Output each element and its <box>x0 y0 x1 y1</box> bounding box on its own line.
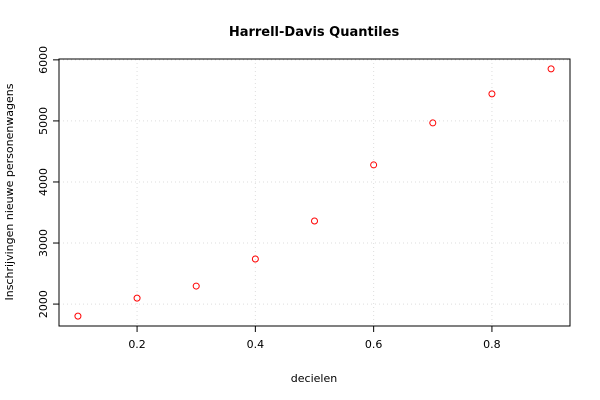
y-tick-label: 2000 <box>37 290 50 318</box>
point <box>547 65 555 73</box>
x-axis-label: decielen <box>291 372 337 385</box>
point <box>74 312 82 320</box>
y-tick-label: 4000 <box>37 168 50 196</box>
y-tick-label: 5000 <box>37 107 50 135</box>
y-tick-label: 3000 <box>37 229 50 257</box>
point <box>251 255 259 263</box>
point <box>133 294 141 302</box>
y-axis-label: Inschrijvingen nieuwe personenwagens <box>3 83 16 300</box>
point <box>429 119 437 127</box>
x-tick-label: 0.8 <box>483 338 501 351</box>
point <box>192 282 200 290</box>
plot-frame <box>58 58 571 327</box>
chart-title: Harrell-Davis Quantiles <box>229 25 400 40</box>
x-tick-label: 0.4 <box>247 338 265 351</box>
point <box>488 90 496 98</box>
y-tick-label: 6000 <box>37 46 50 74</box>
point <box>311 217 318 225</box>
x-tick-label: 0.2 <box>128 338 146 351</box>
point <box>370 161 378 169</box>
x-tick-label: 0.6 <box>365 338 383 351</box>
